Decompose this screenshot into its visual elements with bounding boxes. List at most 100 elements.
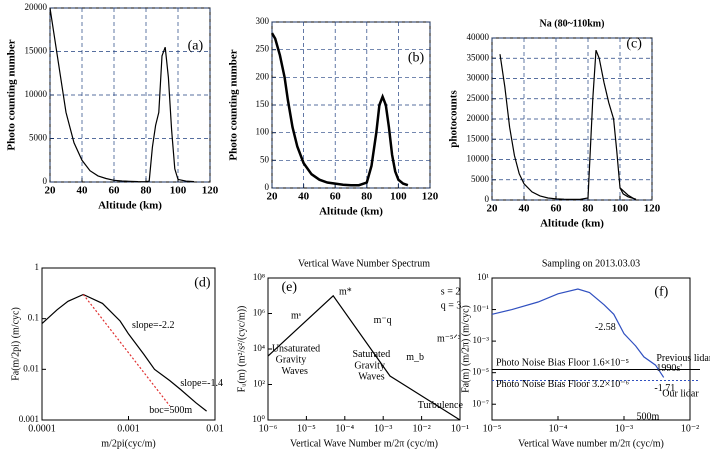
y-tick-label: 10⁻¹: [473, 304, 490, 314]
y-tick-label: 150: [256, 99, 270, 109]
annotation: -2.58: [595, 322, 616, 333]
y-tick-label: 10⁶: [253, 308, 265, 318]
x-tick-label: 60: [330, 191, 342, 203]
y-tick-label: 15000: [25, 46, 48, 56]
y-tick-label: 5000: [471, 174, 490, 184]
annotation: slope=-1.4: [180, 378, 223, 389]
x-tick-label: 0.0001: [28, 423, 56, 434]
data-line: [619, 187, 637, 201]
annotation: -1.71: [654, 383, 675, 394]
x-tick-label: 100: [390, 191, 407, 203]
chart-title: Sampling on 2013.03.03: [542, 258, 640, 269]
y-tick-label: 0.1: [28, 313, 39, 323]
x-axis-label: Vertical Wave Number m/2π (cyc/m): [290, 438, 438, 449]
y-axis-label: Photo counting number: [228, 49, 240, 160]
y-tick-label: 40000: [467, 32, 490, 42]
y-tick-label: 10⁻³: [473, 335, 490, 345]
annotation: q = 3: [441, 301, 462, 312]
annotation: slope=-2.2: [132, 320, 175, 331]
annotation: 1990s': [656, 363, 682, 374]
annotation: Our lidar: [662, 389, 699, 400]
x-tick-label: 10⁻⁶: [259, 423, 278, 434]
y-tick-label: 250: [256, 44, 270, 54]
x-axis-label: Vertical Wave number m/2π (cyc/m): [518, 438, 664, 449]
y-tick-label: 10⁸: [253, 272, 265, 282]
x-tick-label: 10⁻³: [374, 423, 392, 434]
chart-title: Vertical Wave Number Spectrum: [298, 258, 430, 269]
y-tick-label: 300: [256, 16, 270, 26]
chart-title: Na (80~110km): [540, 18, 605, 29]
x-tick-label: 60: [551, 203, 563, 215]
x-tick-label: 120: [422, 191, 439, 203]
data-line: [82, 294, 171, 407]
x-tick-label: 10⁻³: [615, 423, 633, 434]
y-tick-label: 10⁴: [253, 343, 265, 353]
y-tick-label: 50: [260, 154, 270, 164]
y-axis-label: Fa(m/2pi) (m/cyc): [10, 307, 21, 381]
y-tick-label: 1: [35, 262, 40, 272]
x-axis-label: Altitude (km): [540, 218, 604, 230]
x-tick-label: 10⁻⁵: [297, 423, 316, 434]
x-tick-label: 0.001: [117, 423, 140, 434]
x-tick-label: 10⁻⁵: [483, 423, 502, 434]
y-tick-label: 30000: [467, 73, 490, 83]
annotation: Waves: [358, 372, 385, 383]
annotation: Photo Noise Bias Floor 3.2×10⁻⁶: [496, 379, 630, 390]
x-tick-label: 10⁻⁴: [335, 423, 354, 434]
annotation: Unsaturated: [272, 343, 320, 354]
annotation: m*: [339, 286, 352, 297]
annotation: mˢ: [291, 311, 301, 322]
y-tick-label: 0.01: [23, 363, 39, 373]
y-axis-label: Fᵤ(m) (m²/s²/(cyc/m)): [236, 306, 247, 393]
x-tick-label: 0.01: [206, 423, 224, 434]
annotation: Turbulence: [418, 400, 464, 411]
y-tick-label: 100: [256, 127, 270, 137]
y-axis-label: Photo counting number: [6, 39, 18, 150]
y-tick-label: 15000: [467, 133, 490, 143]
x-tick-label: 80: [141, 185, 153, 197]
annotation: s = 2: [441, 286, 461, 297]
plot-frame: [491, 277, 691, 421]
y-tick-label: 35000: [467, 52, 490, 62]
y-tick-label: 200: [256, 71, 270, 81]
annotation: (c): [626, 37, 642, 52]
data-line: [499, 49, 637, 200]
x-tick-label: 20: [487, 203, 499, 215]
x-tick-label: 20: [267, 191, 279, 203]
y-tick-label: 10⁻⁷: [472, 398, 489, 408]
y-axis-label: photocounts: [448, 90, 460, 148]
y-tick-label: 0: [43, 176, 48, 186]
annotation: Gravity: [354, 360, 385, 371]
annotation: (b): [408, 51, 425, 66]
x-tick-label: 10⁻¹: [451, 423, 469, 434]
y-tick-label: 5000: [29, 133, 48, 143]
y-tick-label: 10000: [467, 154, 490, 164]
annotation: (d): [194, 275, 211, 290]
x-tick-label: 120: [644, 203, 661, 215]
annotation: Previous lidar: [656, 353, 710, 364]
data-line: [270, 32, 409, 187]
x-tick-label: 40: [519, 203, 531, 215]
x-tick-label: 120: [202, 185, 219, 197]
x-tick-label: 100: [612, 203, 629, 215]
x-tick-label: 10⁻²: [681, 423, 699, 434]
y-tick-label: 10²: [253, 379, 265, 389]
annotation: (f): [654, 284, 668, 299]
annotation: Waves: [281, 366, 308, 377]
x-axis-label: Altitude (km): [319, 206, 383, 218]
x-tick-label: 100: [170, 185, 187, 197]
y-tick-label: 20000: [467, 113, 490, 123]
annotation: (e): [281, 280, 297, 295]
annotation: m⁻q: [374, 315, 392, 326]
y-tick-label: 10000: [25, 89, 48, 99]
x-tick-label: 10⁻⁴: [549, 423, 568, 434]
x-tick-label: 40: [77, 185, 89, 197]
x-tick-label: 10⁻²: [412, 423, 430, 434]
data-line: [267, 294, 461, 421]
annotation: boc=500m: [149, 405, 192, 416]
annotation: (a): [188, 38, 204, 53]
data-line: [491, 288, 665, 378]
annotation: Gravity: [276, 355, 307, 366]
annotation: m⁻⁵ᐟ³: [437, 333, 461, 344]
